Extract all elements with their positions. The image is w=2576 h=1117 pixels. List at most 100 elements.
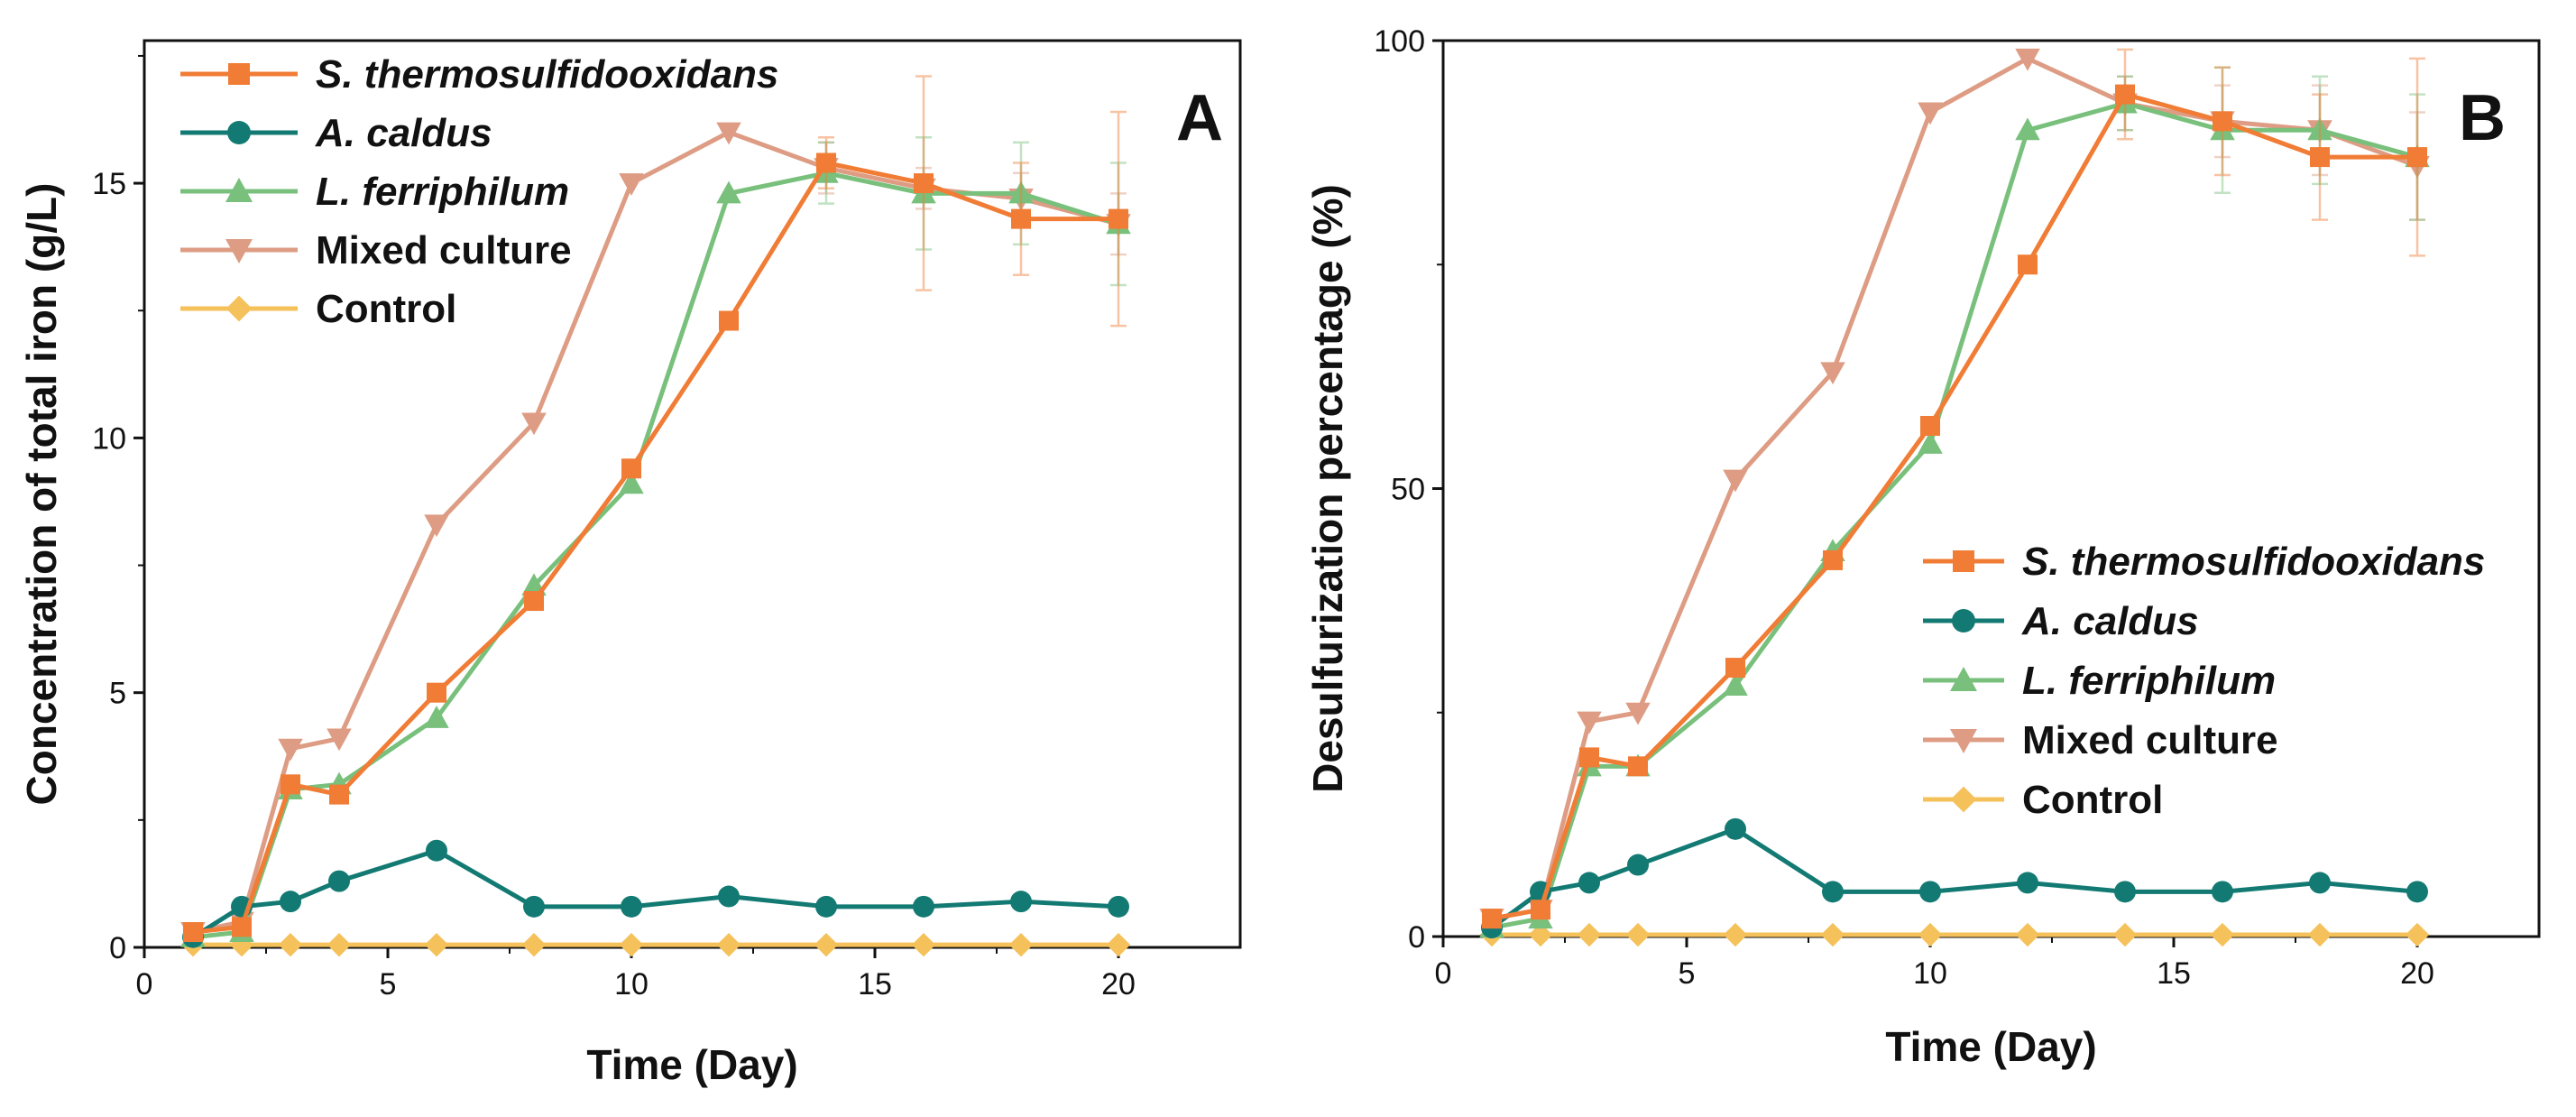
data-point xyxy=(2407,147,2427,168)
data-point xyxy=(1823,549,1843,570)
legend-label: Control xyxy=(2022,778,2163,822)
y-tick-label: 0 xyxy=(1408,920,1425,955)
y-axis-title: Concentration of total iron (g/L) xyxy=(18,183,65,806)
data-point xyxy=(281,774,300,795)
data-point xyxy=(1918,922,1943,947)
x-tick-label: 20 xyxy=(1101,967,1136,1002)
data-point xyxy=(424,932,449,957)
series-line xyxy=(1490,826,2418,930)
legend-item-control: Control xyxy=(180,287,456,331)
series-a-caldus xyxy=(182,839,1129,948)
data-point xyxy=(1723,922,1748,947)
data-point xyxy=(521,412,547,436)
data-point xyxy=(1010,891,1032,913)
data-point xyxy=(424,706,449,728)
series-control xyxy=(1479,922,2430,947)
legend: S. thermosulfidooxidans A. caldus L. ferri… xyxy=(1923,540,2485,822)
x-tick-label: 10 xyxy=(614,967,649,1002)
data-point xyxy=(1918,431,1943,454)
legend-marker xyxy=(1950,729,1977,753)
data-point xyxy=(1820,362,1845,385)
legend-item-l-ferriphilum: L. ferriphilum xyxy=(1923,659,2276,703)
data-point xyxy=(814,932,839,957)
data-point xyxy=(1578,872,1600,894)
data-point xyxy=(1106,932,1131,957)
legend-label: Mixed culture xyxy=(316,228,572,272)
y-tick-label: 10 xyxy=(92,421,126,456)
data-point xyxy=(328,870,350,892)
data-point xyxy=(2015,922,2040,947)
y-tick-label: 50 xyxy=(1391,473,1425,507)
series-s-thermosulfidooxidans xyxy=(183,75,1128,943)
data-point xyxy=(2112,922,2138,947)
plot-frame xyxy=(143,39,1242,949)
data-point xyxy=(1482,909,1502,929)
data-point xyxy=(2115,84,2135,105)
legend-marker xyxy=(225,239,253,263)
data-point xyxy=(327,932,352,957)
data-point xyxy=(427,682,446,703)
series-line xyxy=(1491,92,2417,921)
data-point xyxy=(2015,48,2040,71)
legend-label: A. caldus xyxy=(2021,599,2199,643)
data-point xyxy=(913,895,934,918)
data-point xyxy=(619,173,644,196)
legend-marker xyxy=(1953,550,1974,572)
chart-panel-b: 0 5 10 15 20 0 50 100 Time (Day) Desulfurization … xyxy=(1304,24,2541,1070)
legend-marker xyxy=(227,121,251,144)
legend-label: L. ferriphilum xyxy=(316,170,569,214)
y-tick-label: 15 xyxy=(92,167,126,201)
y-tick-label: 100 xyxy=(1374,24,1425,59)
x-axis-title: Time (Day) xyxy=(1885,1023,2096,1070)
legend-item-a-caldus: A. caldus xyxy=(180,111,492,155)
data-point xyxy=(816,152,836,173)
series-line xyxy=(1491,101,2418,930)
data-point xyxy=(1919,881,1941,903)
legend-item-l-ferriphilum: L. ferriphilum xyxy=(180,170,569,214)
data-point xyxy=(1108,895,1129,918)
legend-item-a-caldus: A. caldus xyxy=(1923,599,2199,643)
data-point xyxy=(424,514,449,538)
legend-label: A. caldus xyxy=(315,111,492,155)
legend-marker xyxy=(1952,609,1975,632)
plot-frame xyxy=(1441,39,2541,938)
series-s-thermosulfidooxidans xyxy=(1482,48,2427,929)
data-point xyxy=(1577,711,1602,734)
data-point xyxy=(1723,469,1748,493)
x-tick-label: 0 xyxy=(136,967,153,1002)
data-point xyxy=(911,932,936,957)
y-axis-title: Desulfurization percentage (%) xyxy=(1304,184,1351,793)
data-point xyxy=(621,895,642,918)
data-point xyxy=(719,310,739,331)
data-point xyxy=(2307,922,2332,947)
legend-marker xyxy=(225,295,253,322)
data-point xyxy=(1577,922,1602,947)
data-point xyxy=(1008,180,1034,204)
data-point xyxy=(426,839,447,862)
data-point xyxy=(278,932,303,957)
data-point xyxy=(1725,658,1745,679)
legend-label: S. thermosulfidooxidans xyxy=(2022,540,2485,584)
data-point xyxy=(1627,854,1649,876)
data-point xyxy=(1625,922,1651,947)
data-point xyxy=(716,122,741,145)
series-control xyxy=(180,932,1131,957)
legend-label: S. thermosulfidooxidans xyxy=(316,52,778,97)
data-point xyxy=(2213,111,2232,132)
data-point xyxy=(815,895,837,918)
data-point xyxy=(716,932,741,957)
data-point xyxy=(2210,922,2235,947)
legend-label: Mixed culture xyxy=(2022,718,2278,762)
data-point xyxy=(232,917,252,937)
chart-panel-a: 0 5 10 15 20 0 5 10 15 Time (Day) Concentration of… xyxy=(18,39,1242,1088)
data-point xyxy=(1822,881,1844,903)
data-point xyxy=(718,885,740,908)
data-point xyxy=(1918,102,1943,125)
data-point xyxy=(2307,117,2332,141)
data-point xyxy=(278,738,303,762)
legend-item-s-thermosulfidooxidans: S. thermosulfidooxidans xyxy=(1923,540,2485,584)
legend-marker xyxy=(228,63,250,85)
data-point xyxy=(1628,756,1648,777)
series-line xyxy=(191,848,1119,939)
x-axis-title: Time (Day) xyxy=(586,1041,797,1088)
